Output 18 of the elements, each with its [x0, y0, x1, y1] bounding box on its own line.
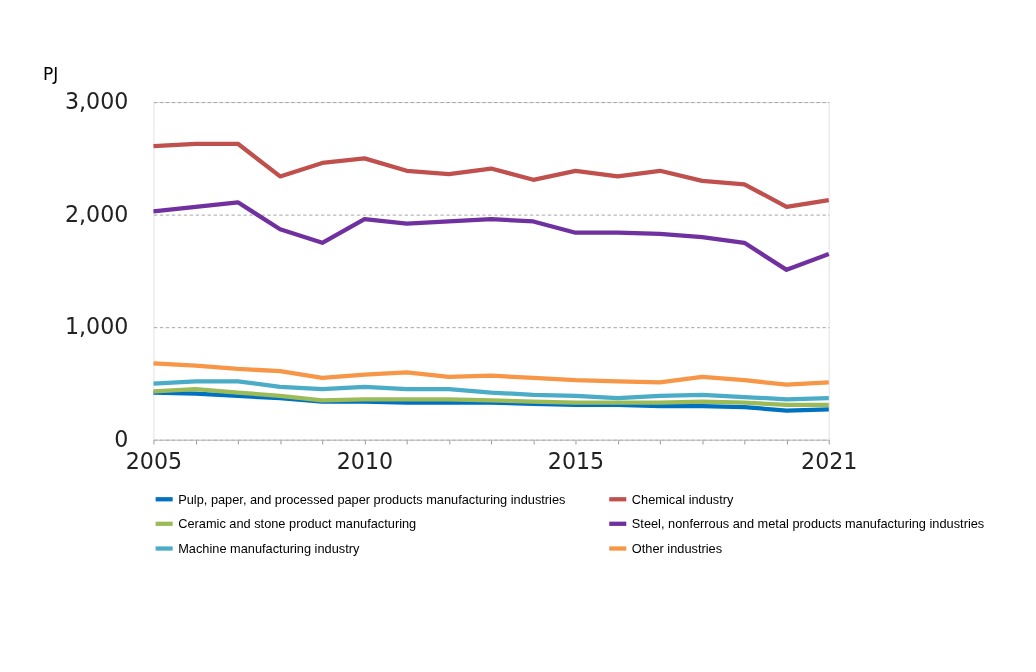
line-series	[151, 141, 831, 209]
legend-label: Ceramic and stone product manufacturing	[178, 516, 417, 532]
x-tick-label: 2010	[336, 448, 394, 475]
legend-label: Steel, nonferrous and metal products manufacturing industries	[631, 516, 985, 532]
y-tick-label: 1,000	[64, 313, 129, 340]
legend-label: Chemical industry	[631, 491, 735, 507]
legend-label: Pulp, paper, and processed paper products manufacturing industries	[178, 491, 566, 507]
legend-label: Machine manufacturing industry	[178, 540, 360, 556]
legend-label: Other industries	[631, 540, 723, 556]
x-tick-label: 2021	[801, 448, 858, 475]
line-series	[151, 387, 831, 408]
y-axis-title: PJ	[43, 64, 59, 85]
y-tick-label: 2,000	[64, 200, 129, 227]
line-series	[151, 361, 831, 387]
y-tick-label: 3,000	[64, 88, 129, 115]
x-tick-label: 2015	[547, 448, 605, 475]
line-series	[151, 379, 831, 402]
line-series	[151, 200, 831, 272]
